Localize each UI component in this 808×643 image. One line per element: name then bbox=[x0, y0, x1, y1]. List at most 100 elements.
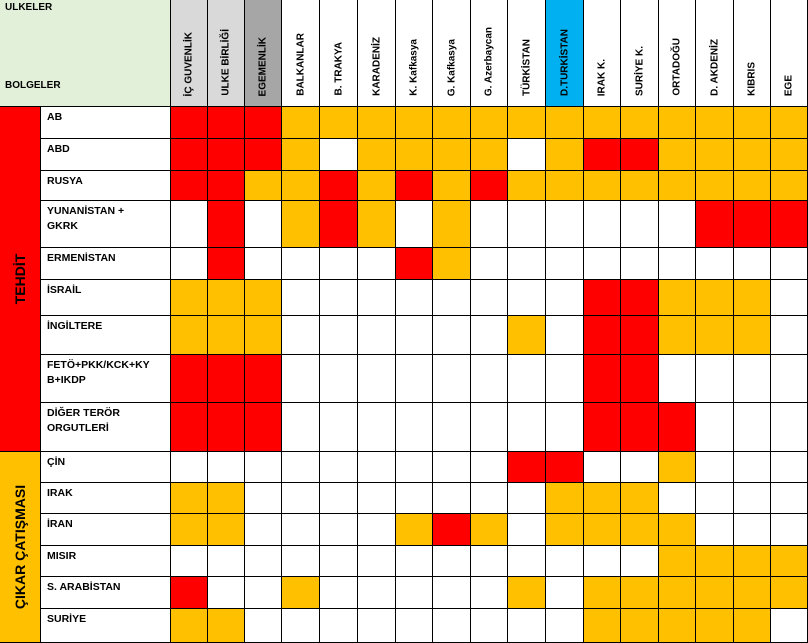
column-header-label: BALKANLAR bbox=[295, 33, 306, 96]
matrix-cell-empty bbox=[208, 546, 245, 577]
rows-axis-label: BOLGELER bbox=[5, 80, 61, 91]
matrix-cell-empty bbox=[621, 201, 659, 248]
matrix-cell-empty bbox=[396, 355, 433, 403]
matrix-cell-empty bbox=[433, 546, 471, 577]
matrix-cell-empty bbox=[696, 403, 734, 452]
column-header: KARADENİZ bbox=[358, 0, 396, 107]
matrix-cell-interest bbox=[433, 201, 471, 248]
matrix-cell-interest bbox=[584, 171, 621, 201]
matrix-cell-interest bbox=[734, 316, 771, 355]
matrix-cell-threat bbox=[696, 201, 734, 248]
matrix-cell-threat bbox=[621, 139, 659, 171]
matrix-cell-interest bbox=[696, 139, 734, 171]
matrix-cell-empty bbox=[771, 483, 808, 514]
matrix-cell-empty bbox=[546, 609, 584, 643]
matrix-cell-threat bbox=[171, 577, 208, 609]
matrix-cell-interest bbox=[734, 107, 771, 139]
matrix-cell-interest bbox=[659, 546, 696, 577]
matrix-cell-empty bbox=[358, 280, 396, 316]
matrix-cell-interest bbox=[734, 171, 771, 201]
matrix-cell-empty bbox=[171, 248, 208, 280]
matrix-cell-interest bbox=[621, 577, 659, 609]
matrix-cell-empty bbox=[396, 452, 433, 483]
matrix-cell-threat bbox=[584, 355, 621, 403]
matrix-cell-interest bbox=[171, 483, 208, 514]
column-header-label: EGE bbox=[783, 74, 795, 96]
matrix-cell-empty bbox=[659, 248, 696, 280]
matrix-cell-empty bbox=[696, 483, 734, 514]
matrix-cell-empty bbox=[396, 280, 433, 316]
matrix-cell-empty bbox=[508, 139, 546, 171]
matrix-cell-threat bbox=[208, 139, 245, 171]
matrix-cell-empty bbox=[621, 546, 659, 577]
group-label: ÇIKAR ÇATIŞMASI bbox=[12, 484, 28, 610]
matrix-cell-threat bbox=[208, 248, 245, 280]
matrix-cell-threat bbox=[396, 248, 433, 280]
column-header: KIBRIS bbox=[734, 0, 771, 107]
column-header-label: D.TURKİSTAN bbox=[559, 28, 570, 96]
column-header: ULKE BİRLİĞİ bbox=[208, 0, 245, 107]
matrix-cell-empty bbox=[508, 355, 546, 403]
matrix-cell-empty bbox=[282, 248, 320, 280]
matrix-cell-interest bbox=[584, 609, 621, 643]
matrix-cell-interest bbox=[659, 316, 696, 355]
matrix-cell-empty bbox=[282, 514, 320, 546]
matrix-cell-empty bbox=[584, 452, 621, 483]
matrix-cell-interest bbox=[508, 171, 546, 201]
matrix-cell-empty bbox=[546, 316, 584, 355]
matrix-cell-empty bbox=[433, 403, 471, 452]
matrix-cell-empty bbox=[471, 452, 508, 483]
group-threat: TEHDİT bbox=[0, 107, 41, 452]
matrix-cell-interest bbox=[508, 577, 546, 609]
row-label: FETÖ+PKK/KCK+KY B+IKDP bbox=[41, 355, 171, 403]
matrix-cell-empty bbox=[358, 403, 396, 452]
matrix-cell-interest bbox=[546, 514, 584, 546]
matrix-cell-interest bbox=[771, 107, 808, 139]
row-label: İNGİLTERE bbox=[41, 316, 171, 355]
row-label: ABD bbox=[41, 139, 171, 171]
matrix-cell-empty bbox=[771, 452, 808, 483]
matrix-cell-empty bbox=[358, 355, 396, 403]
matrix-cell-interest bbox=[282, 107, 320, 139]
matrix-cell-empty bbox=[396, 546, 433, 577]
matrix-cell-interest bbox=[245, 171, 282, 201]
column-header: G. Kafkasya bbox=[433, 0, 471, 107]
matrix-cell-interest bbox=[584, 107, 621, 139]
matrix-cell-empty bbox=[320, 452, 358, 483]
column-header-label: KIBRIS bbox=[746, 62, 758, 96]
column-header: D. AKDENİZ bbox=[696, 0, 734, 107]
column-header-label: EGEMENLİK bbox=[257, 36, 269, 96]
matrix-cell-interest bbox=[659, 280, 696, 316]
matrix-cell-empty bbox=[245, 201, 282, 248]
matrix-cell-empty bbox=[508, 609, 546, 643]
matrix-cell-interest bbox=[771, 171, 808, 201]
matrix-cell-interest bbox=[396, 139, 433, 171]
matrix-cell-interest bbox=[358, 171, 396, 201]
matrix-cell-empty bbox=[171, 452, 208, 483]
column-header-label: ORTADOĞU bbox=[671, 38, 683, 96]
matrix-cell-empty bbox=[171, 201, 208, 248]
matrix-cell-interest bbox=[282, 577, 320, 609]
column-header: İÇ GUVENLİK bbox=[171, 0, 208, 107]
matrix-cell-interest bbox=[320, 107, 358, 139]
matrix-cell-threat bbox=[396, 171, 433, 201]
matrix-cell-empty bbox=[320, 355, 358, 403]
matrix-cell-empty bbox=[396, 201, 433, 248]
matrix-cell-empty bbox=[771, 316, 808, 355]
matrix-cell-threat bbox=[171, 171, 208, 201]
matrix-cell-empty bbox=[358, 577, 396, 609]
matrix-cell-empty bbox=[584, 248, 621, 280]
matrix-cell-empty bbox=[621, 248, 659, 280]
matrix-cell-empty bbox=[245, 577, 282, 609]
matrix-cell-empty bbox=[734, 483, 771, 514]
matrix-cell-interest bbox=[659, 609, 696, 643]
matrix-cell-interest bbox=[508, 316, 546, 355]
row-label: ÇİN bbox=[41, 452, 171, 483]
matrix-cell-empty bbox=[320, 248, 358, 280]
column-header: TÜRKİSTAN bbox=[508, 0, 546, 107]
row-label: AB bbox=[41, 107, 171, 139]
matrix-cell-empty bbox=[320, 514, 358, 546]
matrix-cell-empty bbox=[396, 609, 433, 643]
matrix-cell-interest bbox=[771, 577, 808, 609]
matrix-cell-empty bbox=[659, 483, 696, 514]
